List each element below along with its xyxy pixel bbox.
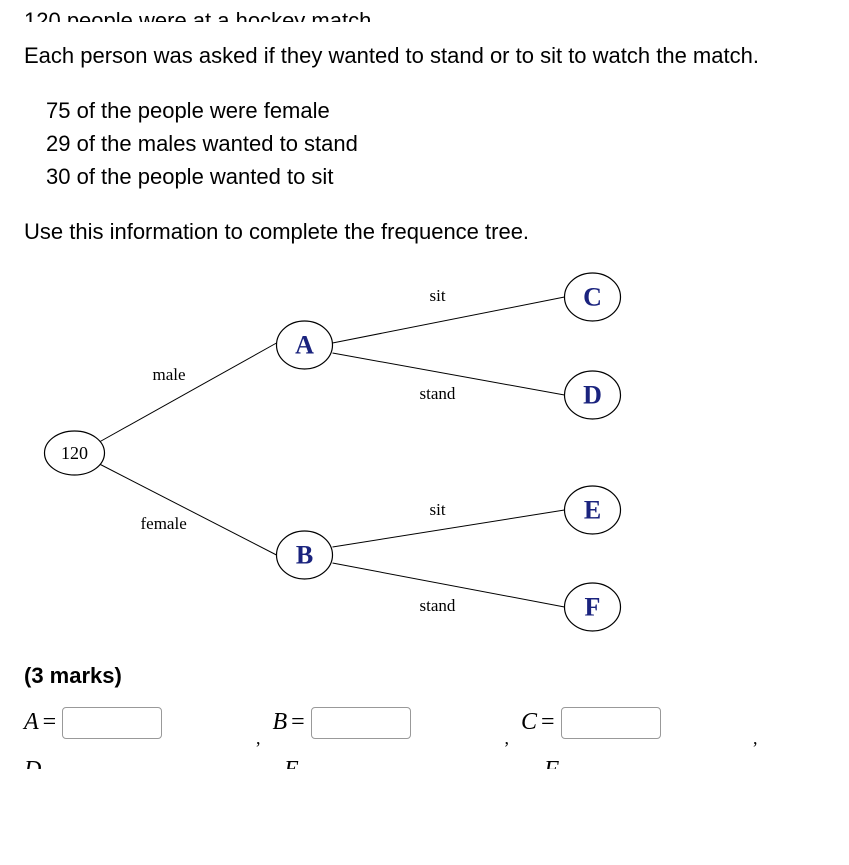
edge-male	[98, 343, 277, 443]
root-value: 120	[61, 443, 88, 463]
comma: ,	[256, 728, 261, 749]
fact-item: 75 of the people were female	[46, 94, 825, 127]
edge-label-female-sit: sit	[430, 500, 446, 519]
facts-list: 75 of the people were female 29 of the m…	[46, 94, 825, 193]
edge-label-female-stand: stand	[420, 596, 456, 615]
answer-input-a[interactable]	[62, 707, 162, 739]
comma: ,	[505, 728, 510, 749]
answer-var-d-partial: D	[24, 757, 284, 769]
equals-sign: =	[43, 709, 57, 736]
node-f-label: F	[585, 592, 601, 621]
comma: ,	[753, 728, 758, 749]
answer-var-f-partial: F	[544, 757, 804, 769]
edge-female	[98, 463, 277, 555]
partial-bottom-row: D E F	[24, 757, 825, 769]
instruction-text: Use this information to complete the fre…	[24, 219, 825, 245]
edge-label-male-sit: sit	[430, 286, 446, 305]
answer-var-b: B	[273, 709, 288, 736]
answer-input-b[interactable]	[311, 707, 411, 739]
answer-input-c[interactable]	[561, 707, 661, 739]
node-e-label: E	[584, 495, 601, 524]
answer-var-a: A	[24, 709, 39, 736]
node-a-label: A	[295, 330, 314, 359]
edge-male-sit	[333, 297, 565, 343]
fact-item: 29 of the males wanted to stand	[46, 127, 825, 160]
answer-var-e-partial: E	[284, 757, 544, 769]
equals-sign: =	[541, 709, 555, 736]
question-text: Each person was asked if they wanted to …	[24, 40, 825, 72]
partial-top-line: 120 people were at a hockey match.	[24, 8, 825, 22]
edge-label-male: male	[153, 365, 186, 384]
answers-row-1: A = , B = , C = ,	[24, 707, 825, 739]
node-c-label: C	[583, 282, 602, 311]
node-d-label: D	[583, 380, 602, 409]
edge-female-sit	[333, 510, 565, 547]
answer-var-c: C	[521, 709, 537, 736]
fact-item: 30 of the people wanted to sit	[46, 160, 825, 193]
frequency-tree-diagram: 120 A B C D E F male female sit sta	[24, 265, 825, 655]
equals-sign: =	[291, 709, 305, 736]
marks-label: (3 marks)	[24, 663, 825, 689]
edge-label-female: female	[141, 514, 187, 533]
node-b-label: B	[296, 540, 313, 569]
edge-label-male-stand: stand	[420, 384, 456, 403]
